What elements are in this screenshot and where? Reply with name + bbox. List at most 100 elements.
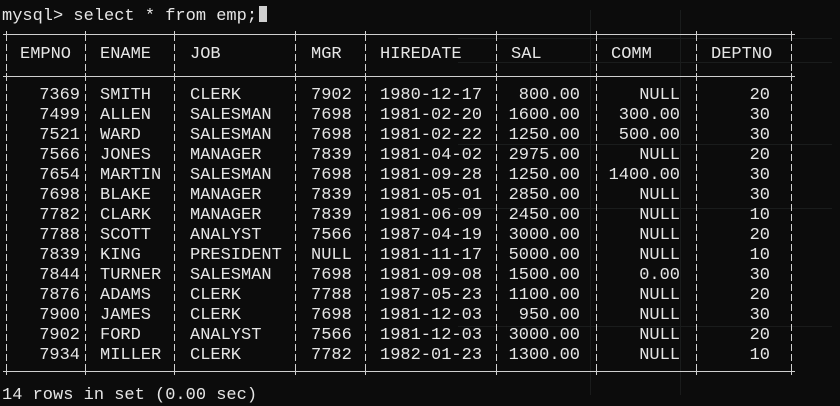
cell-mgr: 7698 bbox=[311, 166, 352, 185]
cell-ename: TURNER bbox=[100, 266, 162, 285]
cell-mgr: 7839 bbox=[311, 186, 352, 205]
cell-mgr: 7839 bbox=[311, 206, 352, 225]
cell-sal: 1100.00 bbox=[508, 286, 580, 305]
column-separator bbox=[6, 34, 7, 372]
result-table: EMPNO ENAME JOB MGR HIREDATE SAL COMM DE… bbox=[3, 31, 795, 375]
cell-ename: SMITH bbox=[100, 86, 152, 105]
table-row: 7788 SCOTT ANALYST 7566 1987-04-19 3000.… bbox=[6, 226, 792, 246]
cell-sal: 1600.00 bbox=[508, 106, 580, 125]
cell-ename: CLARK bbox=[100, 206, 152, 225]
cell-hiredate: 1981-12-03 bbox=[380, 306, 483, 325]
cell-deptno: 30 bbox=[749, 266, 770, 285]
cell-mgr: 7782 bbox=[311, 346, 352, 365]
cell-job: CLERK bbox=[190, 306, 242, 325]
cell-mgr: 7788 bbox=[311, 286, 352, 305]
column-header-hiredate: HIREDATE bbox=[380, 45, 462, 64]
cell-hiredate: 1981-02-20 bbox=[380, 106, 483, 125]
cell-comm: NULL bbox=[639, 226, 680, 245]
cell-empno: 7521 bbox=[39, 126, 80, 145]
cell-mgr: 7698 bbox=[311, 106, 352, 125]
cell-empno: 7654 bbox=[39, 166, 80, 185]
cell-comm: NULL bbox=[639, 286, 680, 305]
table-row: 7566 JONES MANAGER 7839 1981-04-02 2975.… bbox=[6, 146, 792, 166]
cell-deptno: 20 bbox=[749, 86, 770, 105]
column-separator bbox=[365, 34, 366, 372]
cell-comm: NULL bbox=[639, 206, 680, 225]
cell-sal: 3000.00 bbox=[508, 226, 580, 245]
cell-ename: MARTIN bbox=[100, 166, 162, 185]
cell-deptno: 10 bbox=[749, 206, 770, 225]
table-row: 7934 MILLER CLERK 7782 1982-01-23 1300.0… bbox=[6, 346, 792, 366]
cell-mgr: 7698 bbox=[311, 306, 352, 325]
table-row: 7900 JAMES CLERK 7698 1981-12-03 950.00 … bbox=[6, 306, 792, 326]
cell-sal: 2450.00 bbox=[508, 206, 580, 225]
cell-comm: NULL bbox=[639, 186, 680, 205]
cell-ename: JONES bbox=[100, 146, 152, 165]
cell-sal: 1250.00 bbox=[508, 126, 580, 145]
table-header: EMPNO ENAME JOB MGR HIREDATE SAL COMM DE… bbox=[6, 45, 792, 65]
column-header-deptno: DEPTNO bbox=[711, 45, 773, 64]
column-header-sal: SAL bbox=[511, 45, 542, 64]
cell-empno: 7698 bbox=[39, 186, 80, 205]
cell-hiredate: 1980-12-17 bbox=[380, 86, 483, 105]
cell-job: MANAGER bbox=[190, 206, 262, 225]
cell-sal: 1250.00 bbox=[508, 166, 580, 185]
cell-sal: 2850.00 bbox=[508, 186, 580, 205]
cell-empno: 7900 bbox=[39, 306, 80, 325]
cell-comm: 300.00 bbox=[618, 106, 680, 125]
cell-comm: 1400.00 bbox=[608, 166, 680, 185]
column-header-mgr: MGR bbox=[311, 45, 342, 64]
cell-hiredate: 1982-01-23 bbox=[380, 346, 483, 365]
cell-ename: ADAMS bbox=[100, 286, 152, 305]
cell-ename: FORD bbox=[100, 326, 141, 345]
column-header-comm: COMM bbox=[611, 45, 652, 64]
cell-job: SALESMAN bbox=[190, 266, 272, 285]
cell-ename: JAMES bbox=[100, 306, 152, 325]
column-header-job: JOB bbox=[190, 45, 221, 64]
column-header-empno: EMPNO bbox=[20, 45, 72, 64]
cell-mgr: 7839 bbox=[311, 146, 352, 165]
command-prompt: mysql> select * from emp; bbox=[2, 6, 268, 27]
cell-hiredate: 1981-09-28 bbox=[380, 166, 483, 185]
cell-ename: ALLEN bbox=[100, 106, 152, 125]
cell-hiredate: 1981-09-08 bbox=[380, 266, 483, 285]
cell-ename: SCOTT bbox=[100, 226, 152, 245]
cell-job: ANALYST bbox=[190, 326, 262, 345]
cell-hiredate: 1981-04-02 bbox=[380, 146, 483, 165]
column-separator bbox=[496, 34, 497, 372]
cell-comm: NULL bbox=[639, 86, 680, 105]
table-row: 7521 WARD SALESMAN 7698 1981-02-22 1250.… bbox=[6, 126, 792, 146]
cell-hiredate: 1981-05-01 bbox=[380, 186, 483, 205]
cell-deptno: 20 bbox=[749, 226, 770, 245]
table-row: 7782 CLARK MANAGER 7839 1981-06-09 2450.… bbox=[6, 206, 792, 226]
cell-deptno: 20 bbox=[749, 146, 770, 165]
cell-hiredate: 1981-11-17 bbox=[380, 246, 483, 265]
column-separator bbox=[696, 34, 697, 372]
cell-sal: 1500.00 bbox=[508, 266, 580, 285]
cell-deptno: 30 bbox=[749, 166, 770, 185]
cell-empno: 7369 bbox=[39, 86, 80, 105]
cell-mgr: 7566 bbox=[311, 326, 352, 345]
cell-deptno: 30 bbox=[749, 106, 770, 125]
cell-empno: 7876 bbox=[39, 286, 80, 305]
cell-deptno: 20 bbox=[749, 286, 770, 305]
column-separator bbox=[596, 34, 597, 372]
command-text: mysql> select * from emp; bbox=[2, 7, 258, 26]
table-row: 7876 ADAMS CLERK 7788 1987-05-23 1100.00… bbox=[6, 286, 792, 306]
cell-comm: NULL bbox=[639, 146, 680, 165]
cell-mgr: 7698 bbox=[311, 126, 352, 145]
cell-ename: BLAKE bbox=[100, 186, 152, 205]
cell-deptno: 30 bbox=[749, 126, 770, 145]
cell-job: ANALYST bbox=[190, 226, 262, 245]
cell-sal: 950.00 bbox=[518, 306, 580, 325]
cell-empno: 7782 bbox=[39, 206, 80, 225]
cell-hiredate: 1981-12-03 bbox=[380, 326, 483, 345]
cell-mgr: 7902 bbox=[311, 86, 352, 105]
table-header-divider bbox=[6, 76, 792, 77]
cell-ename: MILLER bbox=[100, 346, 162, 365]
cell-deptno: 30 bbox=[749, 306, 770, 325]
cell-job: CLERK bbox=[190, 286, 242, 305]
cell-comm: 0.00 bbox=[639, 266, 680, 285]
text-cursor bbox=[259, 6, 268, 22]
